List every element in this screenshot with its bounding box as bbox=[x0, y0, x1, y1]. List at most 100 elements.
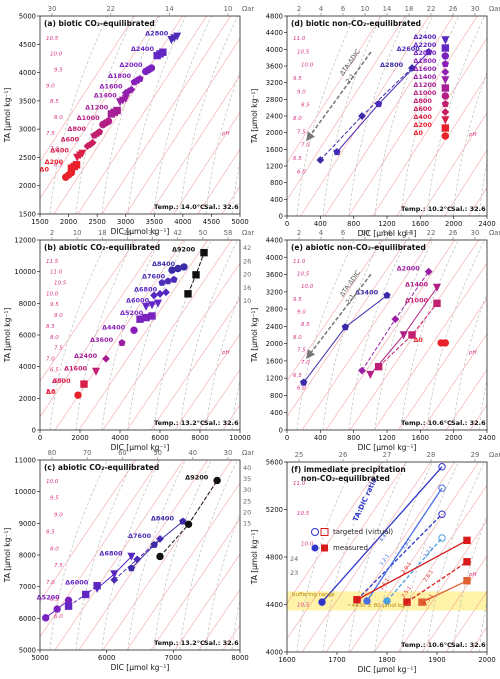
data-point bbox=[184, 290, 192, 298]
ph-label: 8.5 bbox=[301, 322, 310, 328]
y-tick-label: 10000 bbox=[14, 488, 36, 496]
ph-isoline bbox=[197, 148, 240, 214]
y-tick-label: 4400 bbox=[266, 237, 283, 245]
series-8 bbox=[150, 288, 170, 300]
data-point bbox=[318, 598, 326, 606]
y-tick-label: 7000 bbox=[19, 583, 36, 591]
omega-isoline bbox=[179, 16, 239, 214]
top-tick-label: 18 bbox=[98, 229, 107, 237]
omega-isoline bbox=[426, 240, 485, 430]
y-tick-label: 800 bbox=[270, 179, 283, 187]
omega-isoline bbox=[153, 460, 212, 650]
series-label: Δ0 bbox=[39, 166, 49, 174]
ph-label: pH bbox=[221, 131, 230, 137]
data-point bbox=[184, 520, 193, 529]
x-tick-label: 10000 bbox=[229, 434, 251, 442]
y-tick-label: 1500 bbox=[19, 211, 36, 219]
data-point bbox=[399, 331, 408, 340]
omega-isoline bbox=[153, 16, 213, 214]
x-tick-label: 4000 bbox=[174, 218, 191, 226]
y-tick-label: 5600 bbox=[266, 459, 283, 467]
data-point bbox=[403, 598, 411, 606]
top-tick-label: 34 bbox=[148, 229, 157, 237]
series-2 bbox=[91, 367, 101, 376]
x-tick-label: 1800 bbox=[378, 656, 395, 664]
x-axis-label: DIC [µmol kg⁻¹] bbox=[111, 663, 170, 672]
ph-isoline bbox=[102, 240, 233, 430]
temp-label: Temp.: 10.6°C bbox=[401, 419, 452, 427]
omega-isoline bbox=[231, 160, 240, 214]
y-tick-label: 6000 bbox=[19, 615, 36, 623]
left-tick-label: 23 bbox=[290, 569, 298, 577]
series-10 bbox=[441, 52, 450, 60]
ph-isoline bbox=[287, 462, 384, 604]
legend-targeted-label: targeted (virtual) bbox=[333, 528, 393, 536]
ph-label: 8.0 bbox=[50, 335, 59, 341]
ph-isoline bbox=[491, 0, 500, 256]
y-axis-label: TA [µmol kg⁻¹] bbox=[3, 308, 12, 364]
y-tick-label: 400 bbox=[270, 196, 283, 204]
series-3 bbox=[358, 267, 433, 375]
series-label: Δ1400 bbox=[94, 92, 118, 100]
series-4 bbox=[300, 291, 391, 386]
x-tick-label: 1600 bbox=[278, 656, 295, 664]
data-point bbox=[141, 302, 151, 311]
top-tick-label: 14 bbox=[165, 5, 174, 13]
plot-area bbox=[40, 16, 240, 214]
x-tick-label: 1600 bbox=[412, 434, 429, 442]
series-2 bbox=[441, 116, 450, 125]
plot-area bbox=[287, 462, 487, 652]
data-point bbox=[136, 74, 144, 82]
series-2 bbox=[93, 552, 136, 593]
top-tick-label: 80 bbox=[48, 449, 57, 457]
data-point bbox=[110, 570, 119, 579]
ph-label: 11.0 bbox=[293, 481, 306, 487]
series-label: Δ1400 bbox=[413, 73, 437, 81]
buffer-label: buffering range bbox=[292, 592, 335, 598]
data-point bbox=[374, 362, 383, 371]
x-tick-label: 0 bbox=[285, 434, 289, 442]
y-tick-label: 2000 bbox=[266, 340, 283, 348]
omega-isoline bbox=[348, 16, 408, 216]
right-tick-label: 26 bbox=[243, 257, 251, 265]
data-point bbox=[174, 264, 182, 273]
top-tick-label: 26 bbox=[449, 229, 458, 237]
series-label: Δ1000 bbox=[413, 89, 437, 97]
temp-label: Temp.: 13.2°C bbox=[154, 639, 205, 647]
series-label: Δ2800 bbox=[145, 29, 169, 37]
y-tick-label: 10000 bbox=[14, 268, 36, 276]
data-point bbox=[173, 32, 182, 41]
series-10 bbox=[168, 263, 188, 274]
omega-isoline bbox=[400, 462, 459, 652]
data-point bbox=[441, 44, 450, 52]
y-tick-label: 8000 bbox=[19, 300, 36, 308]
ph-label: 9.5 bbox=[50, 496, 59, 502]
omega-isoline bbox=[400, 16, 460, 216]
omega-isoline bbox=[478, 600, 487, 652]
x-tick-label: 1900 bbox=[428, 656, 445, 664]
omega-isoline bbox=[348, 462, 407, 652]
ph-isoline bbox=[348, 16, 478, 216]
top-axis-label: Ωar bbox=[489, 5, 500, 13]
ph-isoline bbox=[54, 240, 185, 430]
ph-label: 10.5 bbox=[297, 602, 310, 608]
legend-targeted-marker bbox=[311, 528, 319, 536]
top-tick-label: 50 bbox=[153, 449, 162, 457]
data-point bbox=[158, 278, 166, 286]
x-axis-label: DIC [µmol kg⁻¹] bbox=[358, 229, 417, 238]
data-point bbox=[179, 517, 187, 525]
series-label: Δ8400 bbox=[152, 260, 176, 268]
x-tick-label: 2000 bbox=[71, 434, 88, 442]
data-point bbox=[424, 267, 433, 276]
series-label: Δ600 bbox=[413, 105, 432, 113]
omega-isoline bbox=[426, 16, 486, 216]
right-tick-label: 10 bbox=[243, 297, 251, 305]
temp-label: Temp.: 13.2°C bbox=[154, 419, 205, 427]
series-label: Δ600 bbox=[61, 136, 80, 144]
temp-label: Temp.: 10.2°C bbox=[401, 205, 452, 213]
ph-label: 10.5 bbox=[46, 36, 59, 42]
series-label: Δ2400 bbox=[413, 33, 437, 41]
top-tick-label: 30 bbox=[48, 5, 57, 13]
